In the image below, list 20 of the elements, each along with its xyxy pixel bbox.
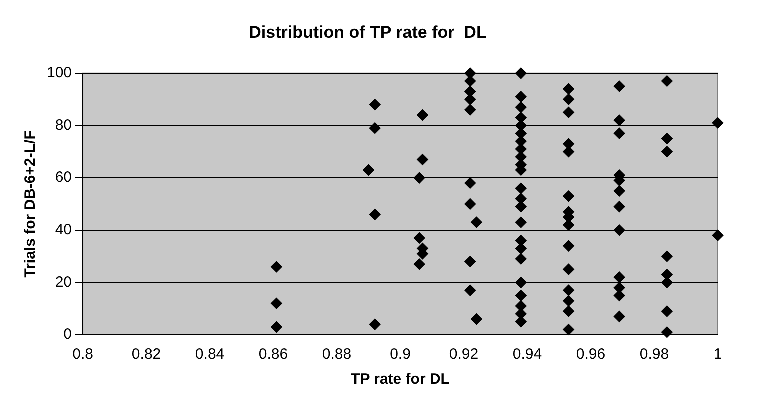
x-tick-label: 0.86 xyxy=(258,346,288,364)
x-tick-label: 0.96 xyxy=(576,346,606,364)
y-tick-label: 100 xyxy=(46,64,72,82)
y-tick-label: 20 xyxy=(55,274,72,291)
x-tick-label: 0.82 xyxy=(132,346,162,364)
y-tick-label: 0 xyxy=(64,326,72,344)
y-tick-label: 60 xyxy=(55,169,72,186)
x-tick-label: 1 xyxy=(714,346,722,364)
x-tick-label: 0.92 xyxy=(449,346,479,364)
chart-title: Distribution of TP rate for DL xyxy=(249,22,487,42)
x-tick-label: 0.84 xyxy=(195,346,225,364)
x-tick-label: 0.88 xyxy=(322,346,352,364)
x-tick-label: 0.9 xyxy=(390,346,411,364)
y-tick-label: 40 xyxy=(55,222,72,238)
x-tick-label: 0.98 xyxy=(640,346,670,364)
x-tick-label: 0.94 xyxy=(512,346,542,364)
x-tick-label: 0.8 xyxy=(72,346,94,364)
x-axis-title: TP rate for DL xyxy=(351,371,450,388)
y-tick-label: 80 xyxy=(55,116,72,134)
y-axis-title: Trials for DB-6+2-L/F xyxy=(22,130,40,278)
